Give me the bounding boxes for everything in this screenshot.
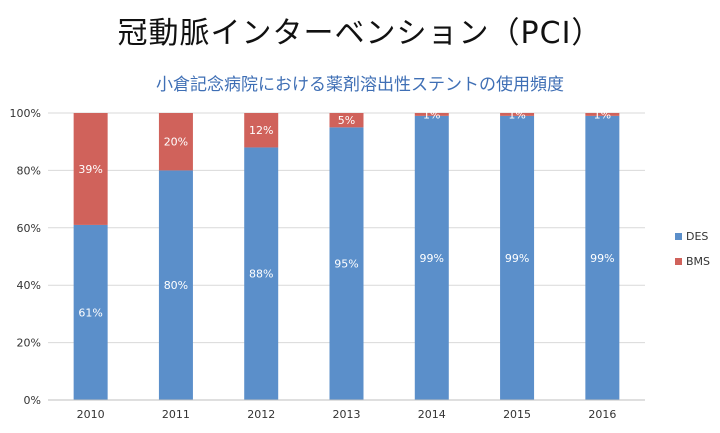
data-label-des-2011: 80% [164, 279, 188, 292]
data-label-bms-2015: 1% [508, 108, 525, 121]
bar-bms-2010 [73, 113, 108, 225]
x-tick-label: 2013 [333, 408, 361, 421]
data-label-bms-2010: 39% [78, 163, 102, 176]
y-tick-label: 0% [24, 394, 41, 407]
data-label-bms-2013: 5% [338, 114, 355, 127]
bar-bms-2013 [329, 113, 364, 128]
y-tick-label: 40% [17, 279, 41, 292]
x-tick-label: 2015 [503, 408, 531, 421]
legend-label-des: DES [686, 230, 708, 243]
legend-label-bms: BMS [686, 255, 710, 268]
x-tick-label: 2010 [77, 408, 105, 421]
data-label-des-2016: 99% [590, 252, 614, 265]
y-tick-label: 60% [17, 222, 41, 235]
y-tick-label: 100% [10, 107, 41, 120]
data-label-des-2014: 99% [420, 252, 444, 265]
x-tick-label: 2014 [418, 408, 446, 421]
bar-bms-2016 [585, 113, 620, 116]
bar-des-2015 [500, 115, 535, 401]
y-tick-label: 20% [17, 337, 41, 350]
legend-swatch-bms [675, 258, 682, 265]
bar-des-2013 [329, 127, 364, 400]
data-label-des-2010: 61% [78, 306, 102, 319]
data-labels: 61% 39% 80% 20% 88% 12% 95% 5% 99% 1% 99% 1% 99% 1% [78, 108, 614, 319]
data-label-des-2012: 88% [249, 268, 273, 281]
data-label-bms-2014: 1% [423, 108, 440, 121]
legend-swatch-des [675, 233, 682, 240]
bar-bms-2014 [414, 113, 449, 116]
chart-subtitle: 小倉記念病院における薬剤溶出性ステントの使用頻度 [156, 75, 564, 95]
x-tick-label: 2016 [588, 408, 616, 421]
bar-des-2011 [158, 170, 193, 400]
x-tick-label: 2011 [162, 408, 190, 421]
legend: DES BMS [675, 230, 710, 268]
bar-bms-2012 [244, 113, 279, 148]
data-label-des-2015: 99% [505, 252, 529, 265]
page-title: 冠動脈インターベンション（PCI） [117, 16, 603, 51]
x-tick-label: 2012 [247, 408, 275, 421]
bar-des-2014 [414, 115, 449, 401]
data-label-des-2013: 95% [334, 258, 358, 271]
data-label-bms-2012: 12% [249, 124, 273, 137]
data-label-bms-2016: 1% [594, 108, 611, 121]
bar-des-2016 [585, 115, 620, 401]
axes: 0% 20% 40% 60% 80% 100% 2010 2011 2012 2013 2014 20… [10, 107, 645, 421]
bar-bms-2015 [500, 113, 535, 116]
bar-des-2010 [73, 224, 108, 400]
data-label-bms-2011: 20% [164, 136, 188, 149]
bar-bms-2011 [158, 113, 193, 171]
bars [73, 113, 620, 401]
bar-des-2012 [244, 147, 279, 400]
y-tick-label: 80% [17, 164, 41, 177]
